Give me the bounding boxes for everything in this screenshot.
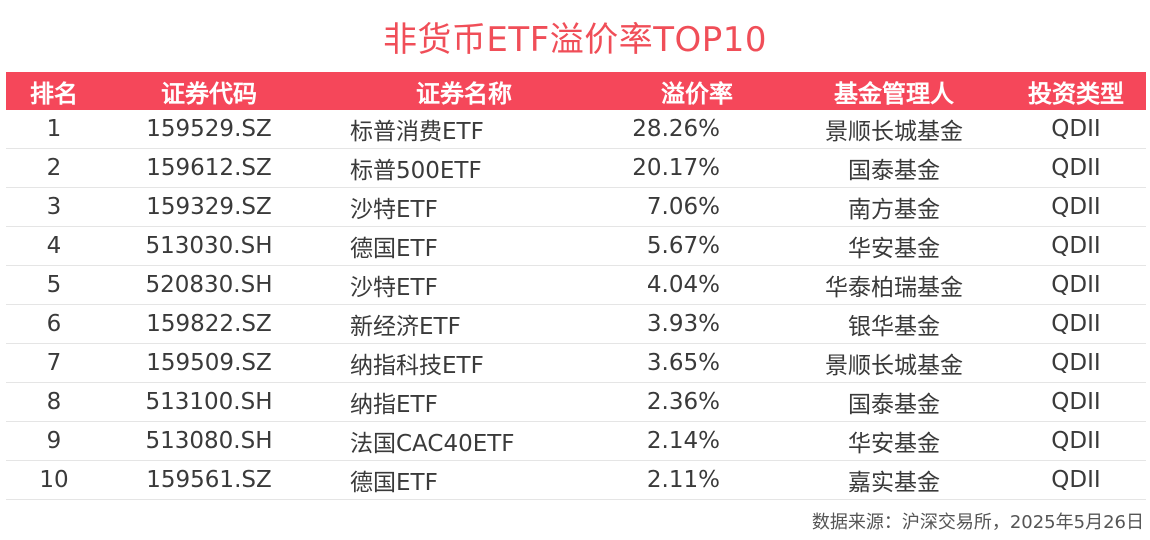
table-row: 6 159822.SZ 新经济ETF 3.93% 银华基金 QDII [6, 304, 1146, 344]
table-row: 3 159329.SZ 沙特ETF 7.06% 南方基金 QDII [6, 187, 1146, 227]
manager-cell: 华泰柏瑞基金 [782, 265, 1006, 305]
manager-cell: 国泰基金 [782, 382, 1006, 422]
rank-cell: 2 [6, 148, 102, 188]
name-cell: 德国ETF [316, 226, 612, 266]
table-row: 2 159612.SZ 标普500ETF 20.17% 国泰基金 QDII [6, 148, 1146, 188]
name-cell: 沙特ETF [316, 265, 612, 305]
type-cell: QDII [1006, 382, 1146, 422]
rank-cell: 8 [6, 382, 102, 422]
type-cell: QDII [1006, 421, 1146, 461]
rank-cell: 3 [6, 187, 102, 227]
manager-cell: 景顺长城基金 [782, 110, 1006, 149]
code-cell: 159561.SZ [102, 460, 316, 500]
table-row: 7 159509.SZ 纳指科技ETF 3.65% 景顺长城基金 QDII [6, 343, 1146, 383]
name-cell: 纳指ETF [316, 382, 612, 422]
name-cell: 标普消费ETF [316, 110, 612, 149]
premium-cell: 7.06% [612, 187, 782, 227]
table-row: 10 159561.SZ 德国ETF 2.11% 嘉实基金 QDII [6, 460, 1146, 500]
name-cell: 纳指科技ETF [316, 343, 612, 383]
code-cell: 159822.SZ [102, 304, 316, 344]
manager-cell: 嘉实基金 [782, 460, 1006, 500]
premium-cell: 3.93% [612, 304, 782, 344]
header-premium: 溢价率 [661, 79, 733, 108]
header-rank: 排名 [30, 79, 78, 108]
premium-cell: 2.14% [612, 421, 782, 461]
table-row: 1 159529.SZ 标普消费ETF 28.26% 景顺长城基金 QDII [6, 110, 1146, 149]
manager-cell: 国泰基金 [782, 148, 1006, 188]
manager-cell: 银华基金 [782, 304, 1006, 344]
table-row: 8 513100.SH 纳指ETF 2.36% 国泰基金 QDII [6, 382, 1146, 422]
manager-cell: 华安基金 [782, 226, 1006, 266]
code-cell: 520830.SH [102, 265, 316, 305]
manager-cell: 景顺长城基金 [782, 343, 1006, 383]
name-cell: 沙特ETF [316, 187, 612, 227]
type-cell: QDII [1006, 265, 1146, 305]
name-cell: 新经济ETF [316, 304, 612, 344]
code-cell: 159612.SZ [102, 148, 316, 188]
code-cell: 159509.SZ [102, 343, 316, 383]
header-code: 证券代码 [161, 79, 257, 108]
type-cell: QDII [1006, 187, 1146, 227]
header-row: 排名 证券代码 证券名称 溢价率 基金管理人 投资类型 [6, 72, 1146, 110]
premium-cell: 4.04% [612, 265, 782, 305]
manager-cell: 南方基金 [782, 187, 1006, 227]
rank-cell: 4 [6, 226, 102, 266]
code-cell: 513100.SH [102, 382, 316, 422]
code-cell: 513080.SH [102, 421, 316, 461]
premium-cell: 20.17% [612, 148, 782, 188]
table-body: 1 159529.SZ 标普消费ETF 28.26% 景顺长城基金 QDII 2 159612… [6, 110, 1146, 500]
manager-cell: 华安基金 [782, 421, 1006, 461]
data-source-note: 数据来源：沪深交易所，2025年5月26日 [811, 512, 1144, 533]
table-header: 排名 证券代码 证券名称 溢价率 基金管理人 投资类型 [6, 72, 1146, 110]
premium-cell: 2.11% [612, 460, 782, 500]
premium-cell: 28.26% [612, 110, 782, 149]
table-row: 5 520830.SH 沙特ETF 4.04% 华泰柏瑞基金 QDII [6, 265, 1146, 305]
rank-cell: 5 [6, 265, 102, 305]
header-manager: 基金管理人 [834, 79, 954, 108]
premium-cell: 5.67% [612, 226, 782, 266]
header-type: 投资类型 [1028, 79, 1124, 108]
code-cell: 159329.SZ [102, 187, 316, 227]
premium-cell: 2.36% [612, 382, 782, 422]
name-cell: 法国CAC40ETF [316, 421, 612, 461]
premium-cell: 3.65% [612, 343, 782, 383]
name-cell: 标普500ETF [316, 148, 612, 188]
table-row: 9 513080.SH 法国CAC40ETF 2.14% 华安基金 QDII [6, 421, 1146, 461]
name-cell: 德国ETF [316, 460, 612, 500]
rank-cell: 1 [6, 110, 102, 149]
rank-cell: 9 [6, 421, 102, 461]
type-cell: QDII [1006, 343, 1146, 383]
rank-cell: 7 [6, 343, 102, 383]
type-cell: QDII [1006, 304, 1146, 344]
type-cell: QDII [1006, 110, 1146, 149]
table-row: 4 513030.SH 德国ETF 5.67% 华安基金 QDII [6, 226, 1146, 266]
header-name: 证券名称 [416, 79, 512, 108]
code-cell: 513030.SH [102, 226, 316, 266]
type-cell: QDII [1006, 226, 1146, 266]
rank-cell: 6 [6, 304, 102, 344]
type-cell: QDII [1006, 148, 1146, 188]
type-cell: QDII [1006, 460, 1146, 500]
rank-cell: 10 [6, 460, 102, 500]
code-cell: 159529.SZ [102, 110, 316, 149]
page-title: 非货币ETF溢价率TOP10 [382, 20, 768, 60]
etf-premium-table: 排名 证券代码 证券名称 溢价率 基金管理人 投资类型 1 159529.SZ 标普… [6, 72, 1146, 500]
